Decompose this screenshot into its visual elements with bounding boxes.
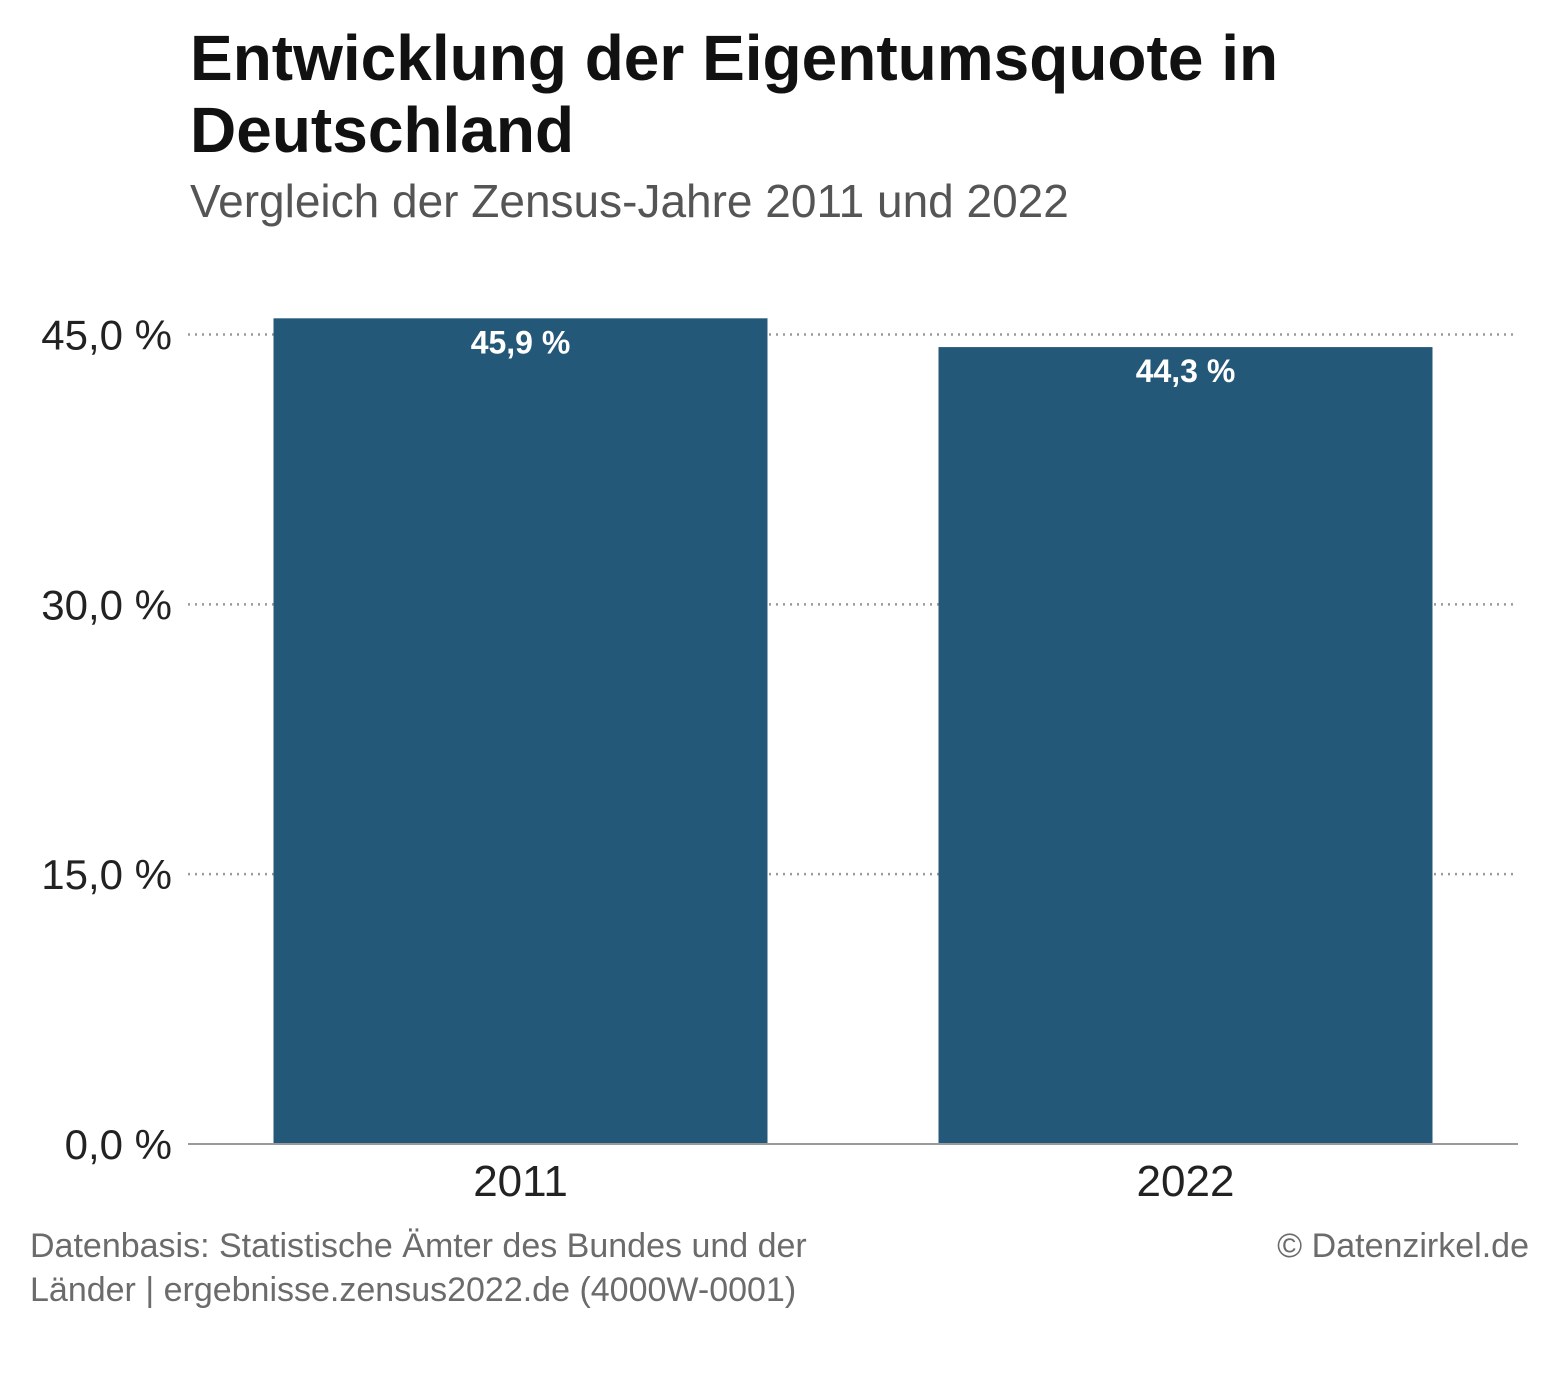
y-tick-label: 30,0 % xyxy=(41,581,172,628)
x-tick-label: 2011 xyxy=(473,1157,568,1206)
labels: 0,0 % 15,0 % 30,0 % 45,0 % 45,9 % 2011 44,3 % 2… xyxy=(41,312,1518,1206)
chart-subtitle: Vergleich der Zensus-Jahre 2011 und 2022 xyxy=(190,175,1069,227)
y-tick-label: 15,0 % xyxy=(41,851,172,898)
y-tick-label: 0,0 % xyxy=(65,1121,172,1168)
data-source-note: Datenbasis: Statistische Ämter des Bunde… xyxy=(30,1227,807,1309)
y-tick-label: 45,0 % xyxy=(41,312,172,359)
bars xyxy=(273,318,1433,1144)
bar-value-label: 44,3 % xyxy=(1136,353,1236,389)
x-tick-label: 2022 xyxy=(1137,1157,1235,1206)
chart-title: Entwicklung der Eigentumsquote in Deutsc… xyxy=(190,22,1279,166)
bar-2022 xyxy=(938,347,1433,1144)
grid-lines xyxy=(188,333,1518,876)
bar-2011 xyxy=(273,318,768,1144)
bar-value-label: 45,9 % xyxy=(471,324,571,360)
copyright-credit: © Datenzirkel.de xyxy=(1277,1227,1529,1265)
